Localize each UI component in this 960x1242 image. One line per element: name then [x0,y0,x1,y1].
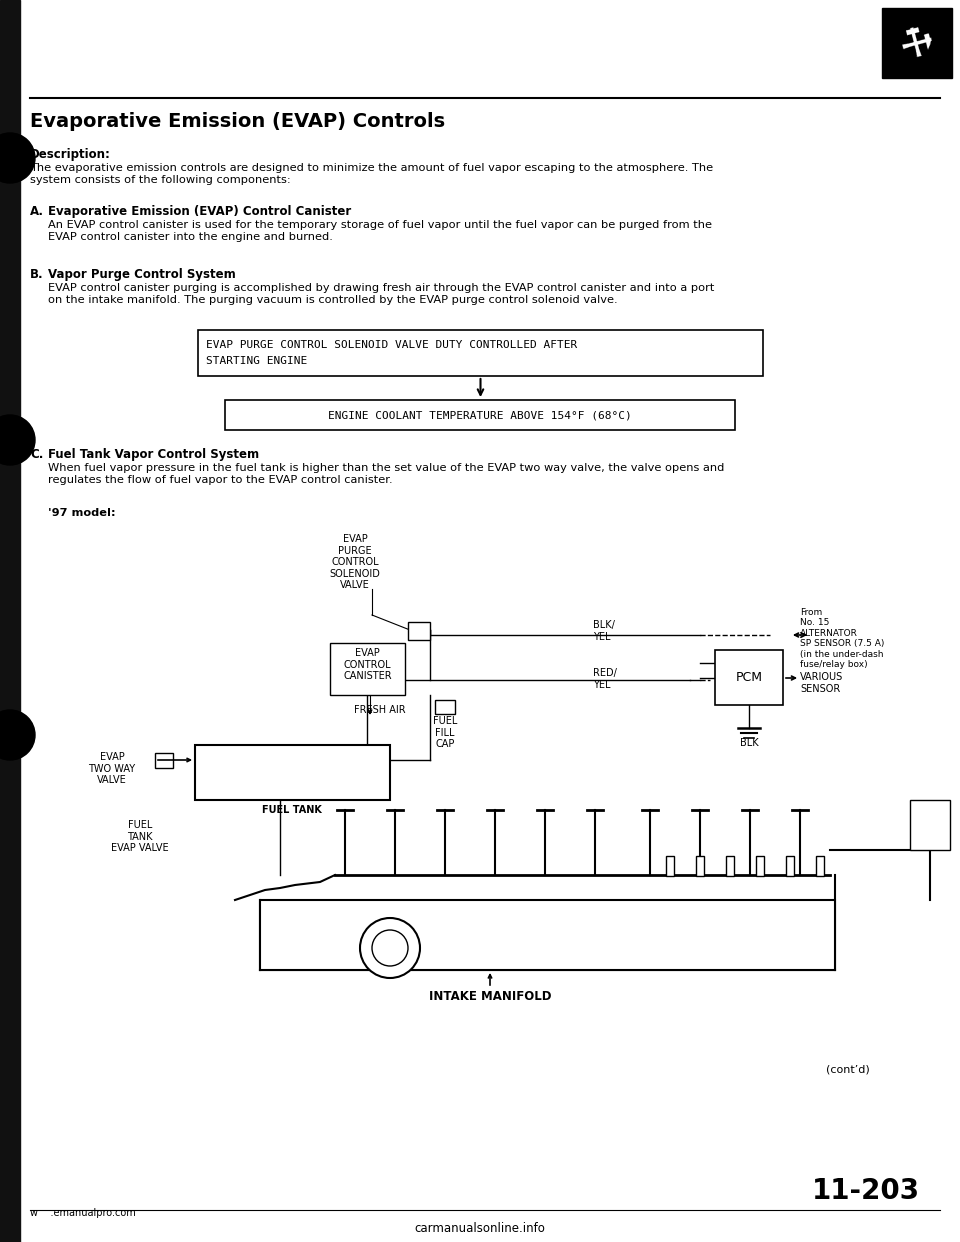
Text: 11-203: 11-203 [812,1177,920,1205]
Text: w    .emanualpro.com: w .emanualpro.com [30,1208,135,1218]
Bar [910,800,950,850]
Text: An EVAP control canister is used for the temporary storage of fuel vapor until t: An EVAP control canister is used for the… [48,220,712,242]
Bar [0,0,20,1242]
Bar [435,700,455,714]
Text: '97 model:: '97 model: [48,508,115,518]
Text: (cont’d): (cont’d) [827,1064,870,1076]
Text: FRESH AIR: FRESH AIR [354,705,406,715]
Text: EVAP
PURGE
CONTROL
SOLENOID
VALVE: EVAP PURGE CONTROL SOLENOID VALVE [329,534,380,590]
Text: The evaporative emission controls are designed to minimize the amount of fuel va: The evaporative emission controls are de… [30,163,713,185]
Text: BLK/
YEL: BLK/ YEL [593,620,614,642]
Bar [330,643,405,696]
Text: Fuel Tank Vapor Control System: Fuel Tank Vapor Control System [48,448,259,461]
Bar [195,745,390,800]
Text: EVAP PURGE CONTROL SOLENOID VALVE DUTY CONTROLLED AFTER: EVAP PURGE CONTROL SOLENOID VALVE DUTY C… [206,340,577,350]
Text: When fuel vapor pressure in the fuel tank is higher than the set value of the EV: When fuel vapor pressure in the fuel tan… [48,463,725,484]
Text: ⚒: ⚒ [891,21,936,67]
Text: FUEL
FILL
CAP: FUEL FILL CAP [433,715,457,749]
Text: EVAP
TWO WAY
VALVE: EVAP TWO WAY VALVE [88,751,135,785]
Circle shape [0,415,35,465]
Bar [816,856,824,876]
Bar [225,400,735,430]
Bar [408,622,430,640]
Text: A.: A. [30,205,44,219]
Bar [882,7,952,78]
Bar [155,753,173,768]
Text: FUEL TANK: FUEL TANK [262,805,322,815]
Text: EVAP control canister purging is accomplished by drawing fresh air through the E: EVAP control canister purging is accompl… [48,283,714,304]
Bar [260,900,835,970]
Text: RED/
YEL: RED/ YEL [593,668,617,689]
Text: B.: B. [30,268,43,281]
Text: C.: C. [30,448,43,461]
Text: Vapor Purge Control System: Vapor Purge Control System [48,268,236,281]
Text: Evaporative Emission (EVAP) Control Canister: Evaporative Emission (EVAP) Control Cani… [48,205,351,219]
Circle shape [372,930,408,966]
Text: VARIOUS
SENSOR: VARIOUS SENSOR [800,672,843,693]
Bar [696,856,704,876]
Circle shape [0,133,35,183]
Text: Evaporative Emission (EVAP) Controls: Evaporative Emission (EVAP) Controls [30,112,445,130]
Text: INTAKE MANIFOLD: INTAKE MANIFOLD [429,990,551,1004]
Bar [786,856,794,876]
Bar [198,330,763,376]
Text: PCM: PCM [735,671,762,684]
Text: EVAP
CONTROL
CANISTER: EVAP CONTROL CANISTER [343,648,392,681]
Circle shape [360,918,420,977]
Text: ENGINE COOLANT TEMPERATURE ABOVE 154°F (68°C): ENGINE COOLANT TEMPERATURE ABOVE 154°F (… [328,410,632,420]
Bar [756,856,764,876]
Text: From
No. 15
ALTERNATOR
SP SENSOR (7.5 A)
(in the under-dash
fuse/relay box): From No. 15 ALTERNATOR SP SENSOR (7.5 A)… [800,609,884,669]
Text: BLK: BLK [740,738,758,748]
Bar [666,856,674,876]
Text: Description:: Description: [30,148,110,161]
Bar [715,650,783,705]
Circle shape [0,710,35,760]
Text: FUEL
TANK
EVAP VALVE: FUEL TANK EVAP VALVE [111,820,169,853]
Bar [726,856,734,876]
Text: STARTING ENGINE: STARTING ENGINE [206,356,307,366]
Text: carmanualsonline.info: carmanualsonline.info [415,1222,545,1235]
